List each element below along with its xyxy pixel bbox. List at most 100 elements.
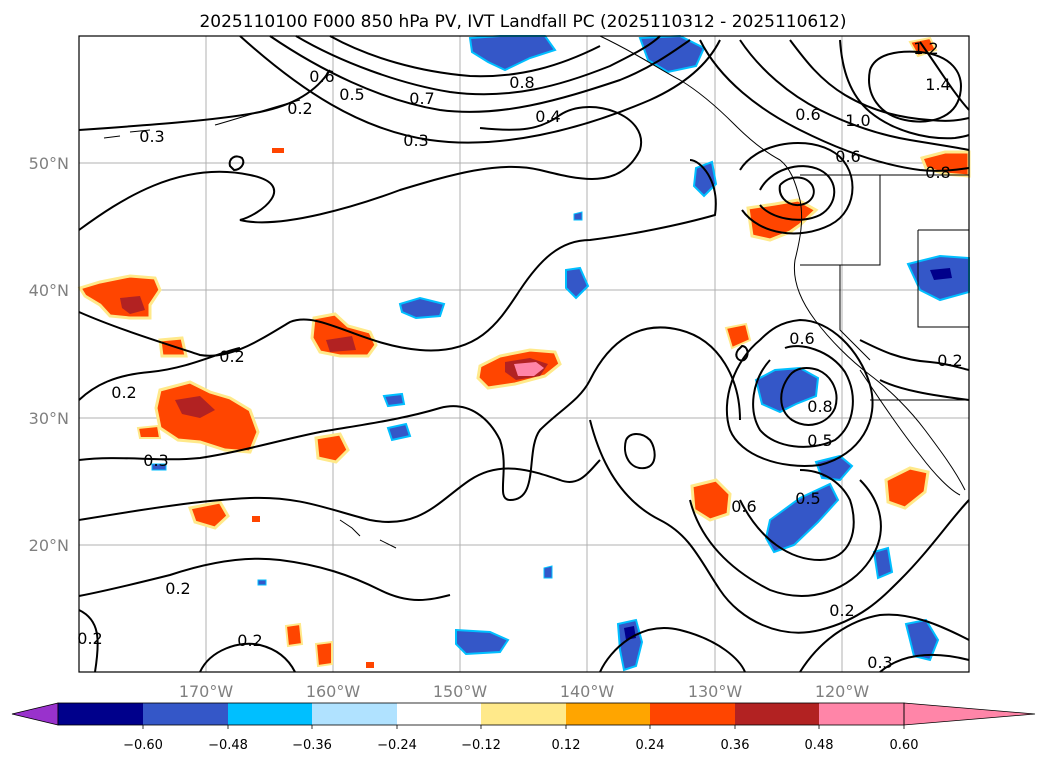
contour-line (868, 50, 962, 123)
contour-label: 0.6 (789, 329, 814, 348)
pv-strong-positive-blob (120, 296, 145, 314)
colorbar-segment (650, 703, 735, 725)
contour-line (78, 69, 331, 131)
contour-line (78, 326, 741, 502)
longitude-labels: 170°W 160°W 150°W 140°W 130°W 120°W (179, 682, 870, 701)
contour-line (699, 39, 970, 172)
colorbar-ticks (142, 725, 905, 729)
contour-label: 0.2 (937, 351, 962, 370)
colorbar-segment (481, 703, 566, 725)
coastlines (103, 35, 969, 549)
lat-label-20n: 20°N (29, 536, 69, 555)
contour-line (759, 165, 836, 221)
contour-label: 1.0 (845, 111, 870, 130)
contour-label: 0.5 (339, 85, 364, 104)
contour-label: 0.8 (925, 163, 950, 182)
contour-line (752, 345, 854, 448)
pv-positive-blob (252, 516, 260, 522)
contour-line (295, 35, 661, 96)
contour-label: 0.2 (77, 629, 102, 648)
pv-positive-blob (314, 432, 350, 464)
lon-label-130w: 130°W (688, 682, 743, 701)
contour-line (839, 39, 970, 140)
colorbar-segment (228, 703, 312, 725)
pv-positive-blob (284, 622, 304, 648)
contour-line (780, 366, 838, 426)
pv-negative-blob (872, 546, 894, 580)
contour-line (879, 653, 970, 673)
lon-label-150w: 150°W (433, 682, 488, 701)
contour-line (589, 419, 970, 634)
contour-label: 0.2 (219, 347, 244, 366)
pv-negative-blob (257, 579, 267, 586)
colorbar-extend-high (903, 702, 1036, 726)
colorbar-tick-label: −0.60 (123, 738, 163, 753)
map-frame (78, 35, 970, 673)
contour-label: 0.6 (731, 497, 756, 516)
pv-positive-blob (272, 148, 284, 153)
lat-label-40n: 40°N (29, 281, 69, 300)
contour-label: 1.4 (925, 75, 950, 94)
contour-line (199, 642, 296, 673)
colorbar-tick-label: 0.36 (721, 738, 750, 753)
contour-labels: 0.2 0.2 0.2 0.2 0.2 0.2 0.2 0.2 0.3 0.3 … (77, 39, 962, 672)
contour-label: 0.6 (309, 67, 334, 86)
colorbar: −0.60 −0.48 −0.36 −0.24 −0.12 0.12 0.24 … (11, 702, 1036, 753)
contour-label: 0.3 (143, 451, 168, 470)
contour-line (78, 106, 643, 231)
colorbar-tick-label: 0.12 (552, 738, 581, 753)
pv-strong-positive-blob (175, 396, 215, 418)
coastline-baja (859, 369, 961, 496)
pv-strong-positive-blob (326, 336, 356, 352)
contour-label: 0.4 (535, 107, 560, 126)
pv-negative-blob (764, 482, 840, 554)
colorbar-segment (566, 703, 650, 725)
contour-label: 0.8 (807, 397, 832, 416)
pv-positive-blob (188, 500, 230, 530)
pv-negative-blob (814, 454, 854, 482)
contour-line (739, 39, 970, 151)
contour-line (879, 379, 970, 401)
colorbar-tick-label: −0.48 (208, 738, 248, 753)
contour-line (799, 613, 970, 673)
contour-line (228, 155, 245, 172)
colorbar-segment (58, 703, 143, 725)
colorbar-tick-label: 0.48 (805, 738, 834, 753)
pv-negative-blob (573, 211, 583, 221)
lat-label-50n: 50°N (29, 154, 69, 173)
contour-label: 0.2 (829, 601, 854, 620)
contour-line (739, 142, 854, 235)
pv-negative-blob (616, 618, 644, 672)
colorbar-segment (735, 703, 819, 725)
contour-line (735, 344, 749, 362)
contour-line (778, 176, 815, 207)
contour-line (624, 433, 656, 470)
state-border (839, 265, 871, 361)
contour-label: 0.3 (139, 127, 164, 146)
lat-label-30n: 30°N (29, 409, 69, 428)
contour-lines (78, 35, 970, 673)
pv-negative-blob (543, 565, 553, 579)
pv-positive-blob (314, 640, 333, 668)
colorbar-segment (397, 703, 481, 725)
contour-line (689, 479, 882, 597)
pv-negative-blob (151, 463, 167, 471)
contour-label: 0.2 (237, 631, 262, 650)
contour-line (78, 347, 241, 401)
contour-label: 0.5 (807, 431, 832, 450)
pv-negative-blob (565, 266, 590, 300)
contour-label: 0.6 (835, 147, 860, 166)
contour-label: 0.7 (409, 89, 434, 108)
contour-line (78, 609, 99, 673)
contour-line (599, 627, 746, 673)
state-border (800, 175, 881, 266)
pv-positive-blob (366, 662, 374, 668)
colorbar-tick-label: −0.36 (292, 738, 332, 753)
contour-label: 0.8 (509, 73, 534, 92)
pv-negative-blob (398, 296, 446, 320)
contour-label: 0.6 (795, 105, 820, 124)
pv-positive-blob (884, 466, 930, 510)
pv-positive-blob (724, 322, 752, 350)
latitude-labels: 50°N 40°N 30°N 20°N (29, 154, 69, 555)
